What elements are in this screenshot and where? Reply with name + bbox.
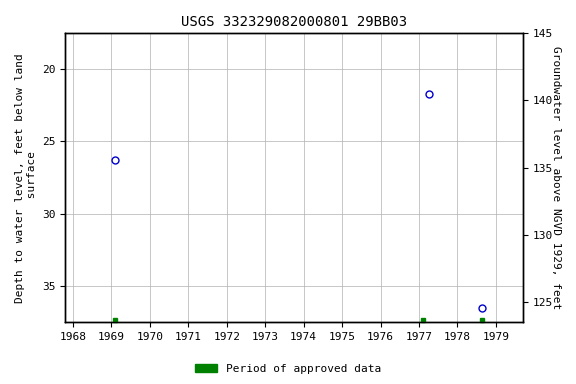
Legend: Period of approved data: Period of approved data [191,359,385,379]
Y-axis label: Groundwater level above NGVD 1929, feet: Groundwater level above NGVD 1929, feet [551,46,561,309]
Title: USGS 332329082000801 29BB03: USGS 332329082000801 29BB03 [181,15,407,29]
Y-axis label: Depth to water level, feet below land
 surface: Depth to water level, feet below land su… [15,53,37,303]
